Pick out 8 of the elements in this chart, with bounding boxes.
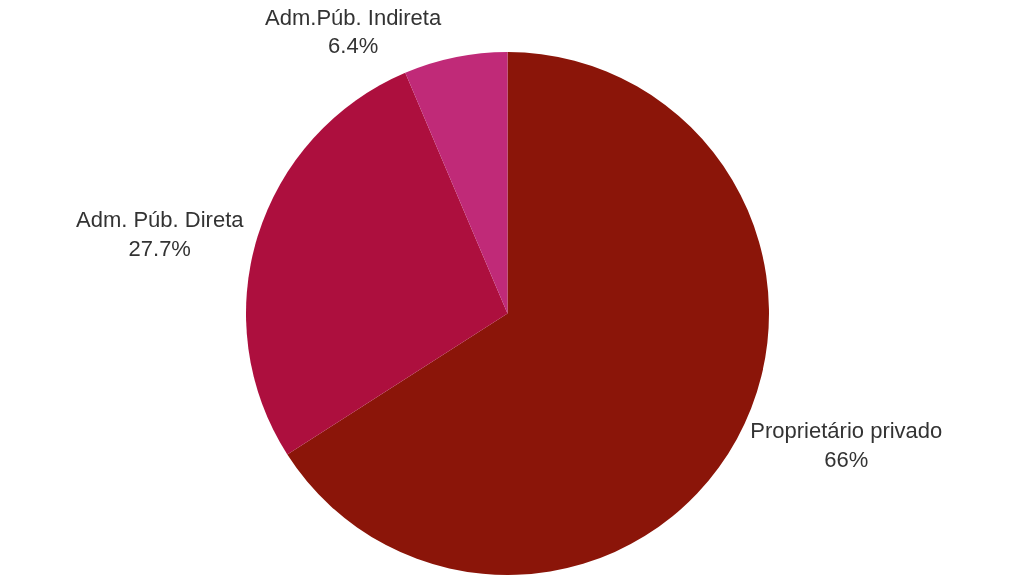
pie-slice bbox=[246, 72, 508, 455]
slice-label: Adm.Púb. Indireta bbox=[265, 4, 442, 30]
data-label: 27.7% bbox=[128, 235, 191, 261]
data-label: 66% bbox=[824, 446, 869, 472]
slice-label: Adm. Púb. Direta bbox=[75, 207, 245, 233]
slice-label: Proprietário privado bbox=[750, 418, 943, 444]
pie-slice bbox=[405, 52, 508, 314]
data-label: 6.4% bbox=[328, 33, 379, 59]
